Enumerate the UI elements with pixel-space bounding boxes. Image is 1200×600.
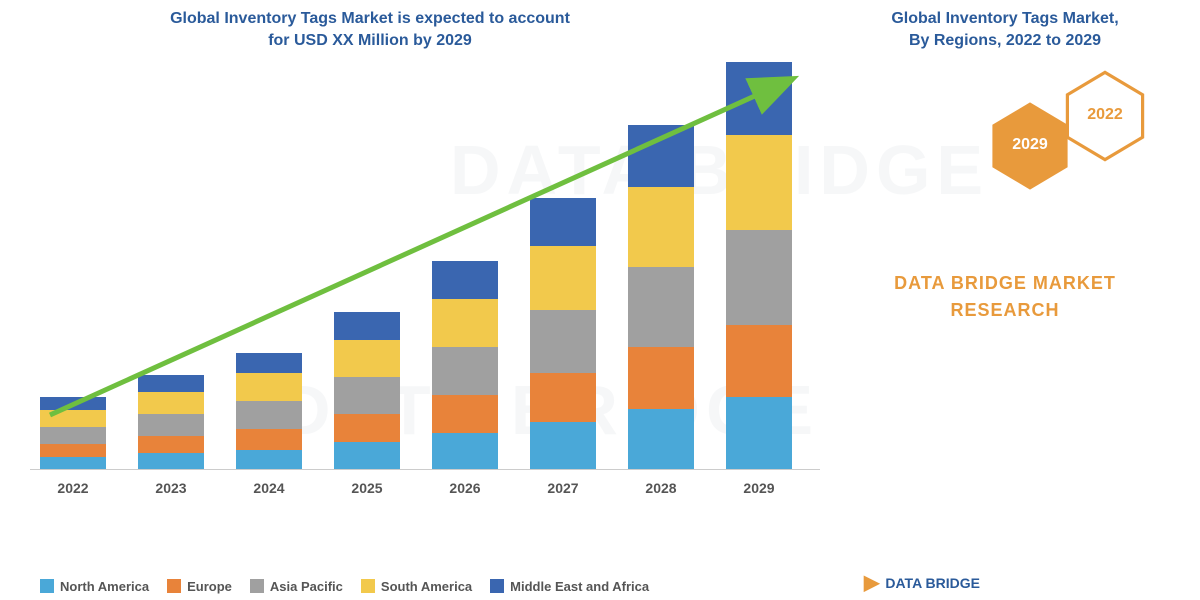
brand-line2: RESEARCH [950,300,1059,320]
footer-logo: ▶ DATA BRIDGE [864,570,980,595]
bar-2023 [138,375,204,470]
legend-swatch [40,579,54,593]
x-label-2022: 2022 [40,480,106,496]
bar-seg-asia-pacific [432,347,498,395]
bar-seg-south-america [628,187,694,267]
legend-swatch [250,579,264,593]
legend-label: North America [60,579,149,594]
legend-item-south-america: South America [361,579,472,594]
bar-2022 [40,397,106,470]
bar-seg-europe [628,347,694,409]
x-label-2025: 2025 [334,480,400,496]
bar-seg-north-america [628,409,694,471]
bar-seg-south-america [530,246,596,309]
bar-seg-north-america [334,442,400,470]
x-label-2029: 2029 [726,480,792,496]
bar-seg-asia-pacific [628,267,694,347]
title-left-line1: Global Inventory Tags Market is expected… [170,10,570,27]
bar-seg-asia-pacific [236,401,302,429]
legend-swatch [361,579,375,593]
hexagon-2022: 2022 [1065,70,1145,162]
title-right-line1: Global Inventory Tags Market, [891,10,1118,27]
bar-seg-north-america [432,433,498,470]
bar-seg-north-america [530,422,596,470]
bar-seg-middle-east-and-africa [432,261,498,298]
title-left-line2: for USD XX Million by 2029 [268,32,472,49]
bar-seg-north-america [138,453,204,470]
hexagon-2029: 2029 [990,100,1070,192]
bar-seg-south-america [236,373,302,401]
legend-item-europe: Europe [167,579,232,594]
bar-seg-south-america [138,392,204,414]
bar-seg-south-america [726,135,792,230]
hexagon-2022-label: 2022 [1065,106,1145,124]
legend-label: Europe [187,579,232,594]
bar-seg-europe [334,414,400,442]
legend-item-north-america: North America [40,579,149,594]
x-label-2027: 2027 [530,480,596,496]
bar-2029 [726,62,792,470]
legend-label: Asia Pacific [270,579,343,594]
bar-seg-europe [530,373,596,421]
bar-seg-asia-pacific [530,310,596,373]
bar-seg-europe [236,429,302,450]
x-label-2026: 2026 [432,480,498,496]
footer-logo-icon: ▶ [864,570,879,595]
chart-area: 2022 2023 2024 2025 2026 2027 2028 2029 [30,60,820,500]
right-panel: 2029 2022 DATA BRIDGE MARKET RESEARCH [830,70,1180,510]
bar-2025 [334,312,400,470]
bar-seg-asia-pacific [138,414,204,436]
x-label-2024: 2024 [236,480,302,496]
bar-seg-north-america [726,397,792,470]
legend-item-middle-east-and-africa: Middle East and Africa [490,579,649,594]
x-axis-line [30,469,820,470]
title-right-line2: By Regions, 2022 to 2029 [909,32,1101,49]
legend-item-asia-pacific: Asia Pacific [250,579,343,594]
bar-seg-middle-east-and-africa [334,312,400,340]
bar-seg-south-america [40,410,106,427]
infographic-container: DATA BRIDGE DATA BRIDGE Global Inventory… [0,0,1200,600]
brand-text: DATA BRIDGE MARKET RESEARCH [830,270,1180,324]
bar-2027 [530,198,596,470]
bar-seg-north-america [236,450,302,471]
bar-seg-europe [138,436,204,453]
brand-line1: DATA BRIDGE MARKET [894,273,1116,293]
bar-2024 [236,353,302,470]
bar-seg-middle-east-and-africa [40,397,106,410]
bar-seg-europe [726,325,792,398]
bar-seg-middle-east-and-africa [726,62,792,135]
legend-swatch [490,579,504,593]
legend-label: South America [381,579,472,594]
bar-2026 [432,261,498,470]
bar-seg-europe [40,444,106,457]
footer-logo-text: DATA BRIDGE [885,575,980,591]
bar-seg-middle-east-and-africa [138,375,204,392]
x-label-2028: 2028 [628,480,694,496]
legend-swatch [167,579,181,593]
bar-seg-middle-east-and-africa [628,125,694,187]
bar-seg-south-america [334,340,400,377]
hexagon-2029-label: 2029 [990,136,1070,154]
chart-plot [30,60,820,470]
title-left: Global Inventory Tags Market is expected… [120,8,620,53]
bar-seg-middle-east-and-africa [236,353,302,374]
legend-label: Middle East and Africa [510,579,649,594]
bar-2028 [628,125,694,470]
title-right: Global Inventory Tags Market, By Regions… [840,8,1170,53]
bar-seg-asia-pacific [40,427,106,444]
bar-seg-middle-east-and-africa [530,198,596,246]
bar-seg-asia-pacific [334,377,400,414]
x-label-2023: 2023 [138,480,204,496]
bar-seg-south-america [432,299,498,347]
bar-seg-europe [432,395,498,432]
chart-legend: North America Europe Asia Pacific South Ame… [40,572,830,600]
bar-seg-asia-pacific [726,230,792,325]
